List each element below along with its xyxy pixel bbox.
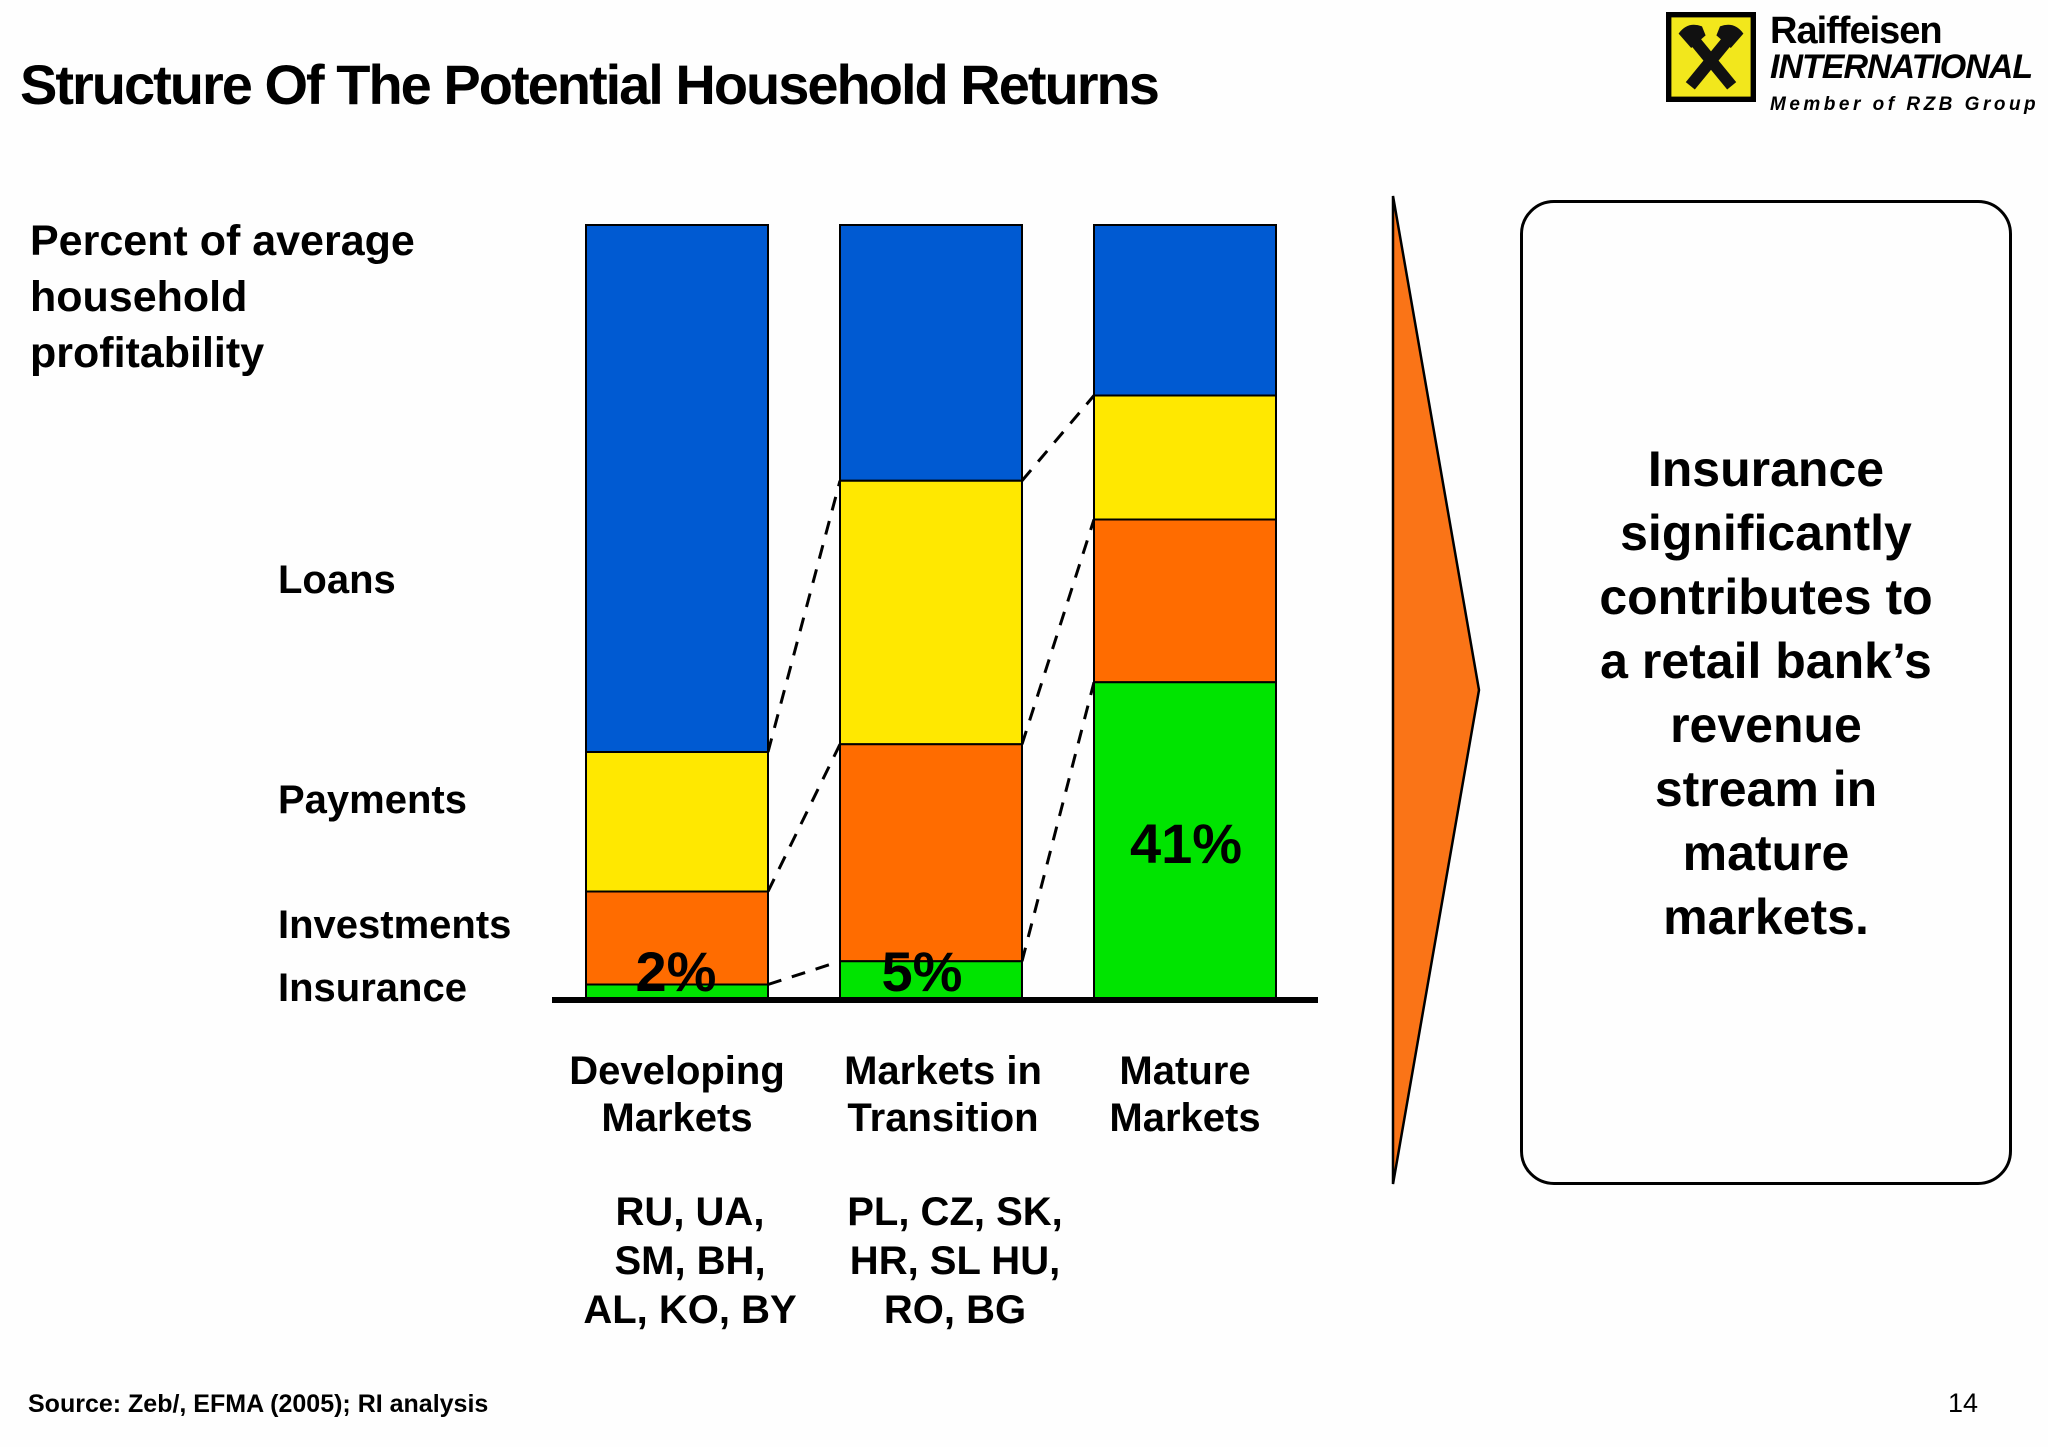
raiffeisen-logo: Raiffeisen INTERNATIONAL Member of RZB G… (1666, 12, 2039, 116)
y-axis-title: Percent of average household profitabili… (30, 217, 415, 377)
raiffeisen-cross-icon (1666, 12, 1756, 102)
right-arrow-shape (1391, 195, 1481, 1185)
logo-brand2-text: INTERNATIONAL (1770, 48, 2033, 86)
connector-dashed-line (1020, 519, 1096, 745)
category-label-mature: Mature Markets (1109, 1049, 1261, 1141)
country-codes-transition: PL, CZ, SK, HR, SL HU, RO, BG (847, 1190, 1063, 1332)
logo-brand-text: Raiffeisen (1770, 10, 1943, 52)
callout-box: Insurance significantly contributes to a… (1520, 200, 2012, 1185)
bar-segment-loans (585, 224, 769, 753)
insurance-value-label-transition: 5% (881, 940, 963, 1003)
insurance-value-label-developing: 2% (635, 940, 717, 1003)
series-label-investments: Investments (278, 903, 512, 947)
bar-segment-investments (839, 743, 1023, 963)
bar-segment-investments (1093, 518, 1277, 684)
country-codes-developing: RU, UA, SM, BH, AL, KO, BY (583, 1190, 797, 1332)
connector-dashed-line (766, 743, 842, 893)
page-title: Structure Of The Potential Household Ret… (20, 52, 1160, 116)
category-label-developing: Developing Markets (569, 1049, 785, 1141)
bar-segment-payments (1093, 394, 1277, 521)
bar-segment-loans (1093, 224, 1277, 397)
source-note: Source: Zeb/, EFMA (2005); RI analysis (28, 1390, 489, 1418)
callout-text: Insurance significantly contributes to a… (1599, 440, 1933, 945)
bar-segment-payments (839, 479, 1023, 746)
series-label-insurance: Insurance (278, 966, 467, 1010)
logo-tagline-text: Member of RZB Group (1770, 93, 2040, 115)
page-number: 14 (1948, 1388, 1979, 1418)
bar-segment-loans (839, 224, 1023, 482)
category-label-transition: Markets in Transition (844, 1049, 1042, 1141)
series-label-loans: Loans (278, 558, 396, 602)
connector-dashed-line (1020, 394, 1096, 482)
connector-dashed-line (766, 480, 842, 753)
series-label-payments: Payments (278, 778, 467, 822)
insurance-value-label-mature: 41% (1129, 812, 1243, 875)
connector-dashed-line (767, 959, 841, 986)
connector-dashed-line (1020, 681, 1096, 962)
bar-segment-payments (585, 751, 769, 893)
